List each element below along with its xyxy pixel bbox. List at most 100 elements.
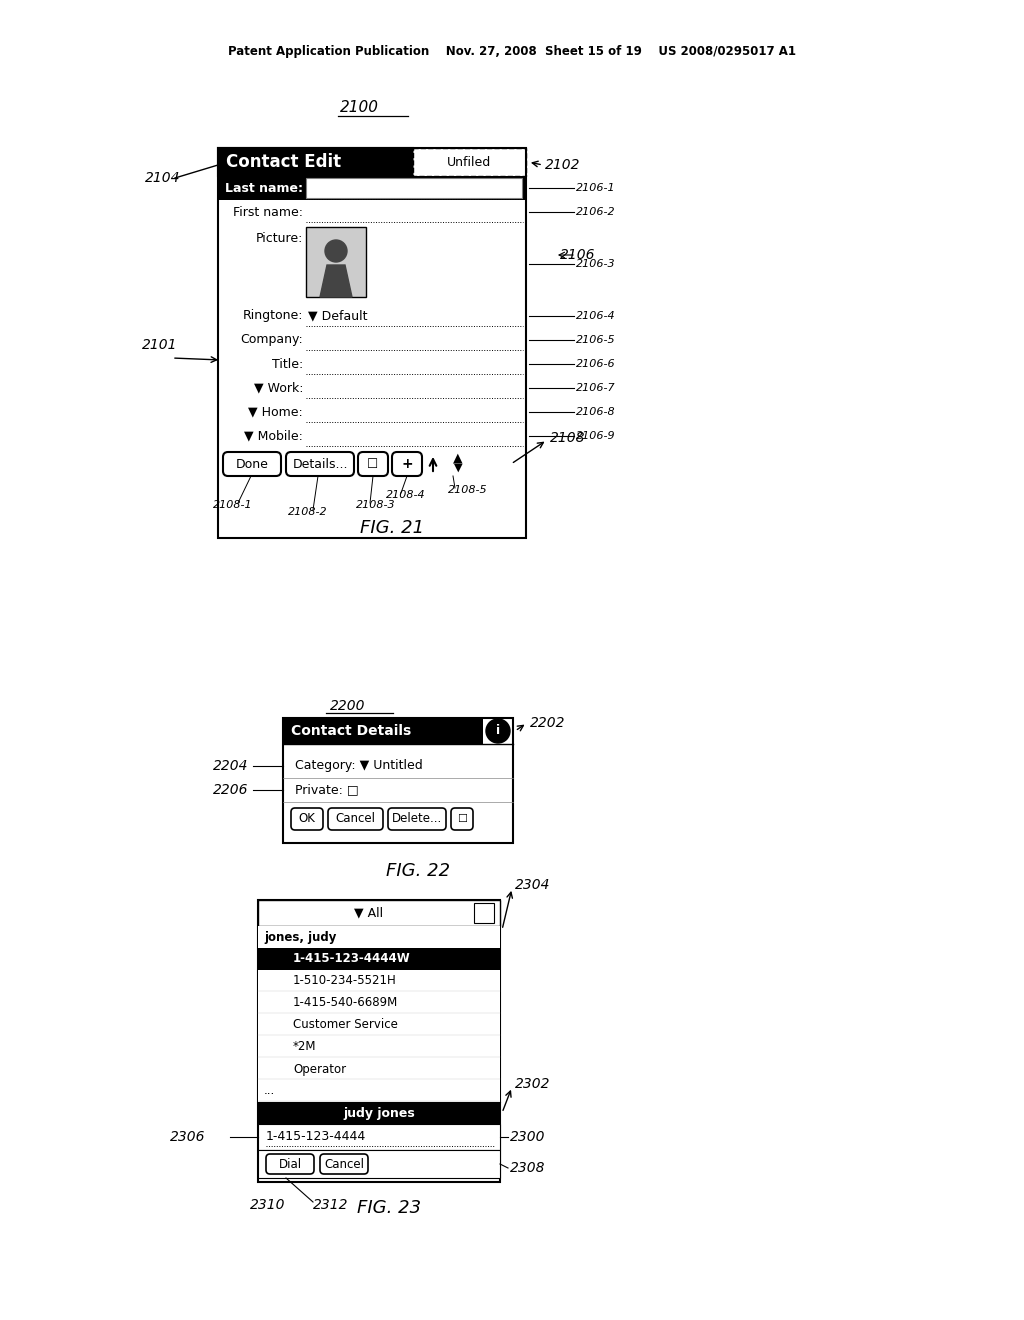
Bar xyxy=(258,970,500,993)
Text: 2106-7: 2106-7 xyxy=(575,383,615,393)
Text: 2106-6: 2106-6 xyxy=(575,359,615,370)
Text: 2106-2: 2106-2 xyxy=(575,207,615,216)
Bar xyxy=(258,948,500,970)
Text: Delete...: Delete... xyxy=(392,813,442,825)
Text: 2304: 2304 xyxy=(515,878,551,892)
Text: 2106-8: 2106-8 xyxy=(575,407,615,417)
Text: Unfiled: Unfiled xyxy=(446,156,492,169)
Text: 2300: 2300 xyxy=(510,1130,546,1144)
Text: jones, judy: jones, judy xyxy=(264,931,336,944)
Bar xyxy=(258,1080,500,1102)
Text: Company:: Company: xyxy=(241,334,303,346)
Text: 2106-1: 2106-1 xyxy=(575,183,615,193)
Text: ▼ Work:: ▼ Work: xyxy=(254,381,303,395)
Text: Contact Edit: Contact Edit xyxy=(226,153,341,172)
Text: Patent Application Publication    Nov. 27, 2008  Sheet 15 of 19    US 2008/02950: Patent Application Publication Nov. 27, … xyxy=(228,45,796,58)
Bar xyxy=(258,900,500,927)
FancyBboxPatch shape xyxy=(266,1154,314,1173)
Text: Cancel: Cancel xyxy=(324,1158,364,1171)
FancyBboxPatch shape xyxy=(223,451,281,477)
Text: Customer Service: Customer Service xyxy=(293,1019,398,1031)
Text: 2108-2: 2108-2 xyxy=(288,507,328,517)
Text: 2108-5: 2108-5 xyxy=(449,484,487,495)
Text: Contact Details: Contact Details xyxy=(291,723,412,738)
Circle shape xyxy=(486,719,510,743)
Text: ▼ Mobile:: ▼ Mobile: xyxy=(244,429,303,442)
Bar xyxy=(283,718,513,843)
Text: 1-415-123-4444: 1-415-123-4444 xyxy=(266,1130,367,1143)
Text: Last name:: Last name: xyxy=(225,181,303,194)
Bar xyxy=(474,903,494,923)
Text: 2104: 2104 xyxy=(145,172,180,185)
Text: 2308: 2308 xyxy=(510,1162,546,1175)
Text: 2101: 2101 xyxy=(142,338,177,352)
Text: FIG. 23: FIG. 23 xyxy=(357,1199,421,1217)
Text: *2M: *2M xyxy=(293,1040,316,1053)
Text: 2108-1: 2108-1 xyxy=(213,500,253,510)
Bar xyxy=(258,993,500,1014)
Bar xyxy=(306,227,366,297)
Text: 2206: 2206 xyxy=(213,783,249,797)
FancyBboxPatch shape xyxy=(451,808,473,830)
Text: Category: ▼ Untitled: Category: ▼ Untitled xyxy=(295,759,423,772)
FancyBboxPatch shape xyxy=(328,808,383,830)
Text: 2106-9: 2106-9 xyxy=(575,432,615,441)
Text: +: + xyxy=(401,457,413,471)
Text: 1-415-123-4444W: 1-415-123-4444W xyxy=(293,953,411,965)
Text: ☐: ☐ xyxy=(457,814,467,824)
Bar xyxy=(218,148,526,539)
Bar xyxy=(218,148,413,176)
Text: 2106-4: 2106-4 xyxy=(575,312,615,321)
Circle shape xyxy=(325,240,347,261)
Bar xyxy=(258,1125,500,1150)
Text: Details...: Details... xyxy=(292,458,348,470)
Polygon shape xyxy=(319,265,352,297)
Bar xyxy=(258,1150,500,1177)
Bar xyxy=(258,927,500,948)
Text: Done: Done xyxy=(236,458,268,470)
Text: Title:: Title: xyxy=(271,358,303,371)
Text: 2306: 2306 xyxy=(170,1130,206,1144)
Text: 2108-3: 2108-3 xyxy=(356,500,395,510)
FancyBboxPatch shape xyxy=(392,451,422,477)
Bar xyxy=(258,900,500,1181)
FancyBboxPatch shape xyxy=(291,808,323,830)
FancyBboxPatch shape xyxy=(319,1154,368,1173)
Text: 2200: 2200 xyxy=(330,700,366,713)
Bar xyxy=(258,1014,500,1036)
Bar xyxy=(413,148,526,176)
Text: ▼: ▼ xyxy=(454,463,462,473)
Text: judy jones: judy jones xyxy=(343,1106,415,1119)
Bar xyxy=(283,718,483,744)
Text: 2108: 2108 xyxy=(550,432,586,445)
Text: ▲: ▲ xyxy=(454,451,463,465)
Text: 2312: 2312 xyxy=(313,1199,348,1212)
Bar xyxy=(258,1036,500,1059)
Text: Private: □: Private: □ xyxy=(295,784,358,796)
Text: Ringtone:: Ringtone: xyxy=(243,309,303,322)
Text: 2106-3: 2106-3 xyxy=(575,259,615,269)
Bar xyxy=(258,1102,500,1125)
Text: 2106-5: 2106-5 xyxy=(575,335,615,345)
Text: 2310: 2310 xyxy=(250,1199,286,1212)
Text: Cancel: Cancel xyxy=(335,813,375,825)
Text: 2108-4: 2108-4 xyxy=(386,490,426,500)
Text: 2204: 2204 xyxy=(213,759,249,774)
Text: 2102: 2102 xyxy=(545,158,581,172)
Text: 1-415-540-6689M: 1-415-540-6689M xyxy=(293,997,398,1010)
Text: 2302: 2302 xyxy=(515,1077,551,1092)
Text: ▼ All: ▼ All xyxy=(354,907,384,920)
Bar xyxy=(218,176,526,201)
Text: Dial: Dial xyxy=(279,1158,301,1171)
Text: ☐: ☐ xyxy=(368,458,379,470)
Text: Picture:: Picture: xyxy=(256,231,303,244)
Bar xyxy=(306,178,522,198)
Text: 2106: 2106 xyxy=(560,248,596,261)
Text: OK: OK xyxy=(299,813,315,825)
Bar xyxy=(258,1059,500,1080)
Text: Operator: Operator xyxy=(293,1063,346,1076)
FancyBboxPatch shape xyxy=(286,451,354,477)
Text: FIG. 21: FIG. 21 xyxy=(360,519,424,537)
Text: FIG. 22: FIG. 22 xyxy=(386,862,451,880)
Text: 2202: 2202 xyxy=(530,715,565,730)
